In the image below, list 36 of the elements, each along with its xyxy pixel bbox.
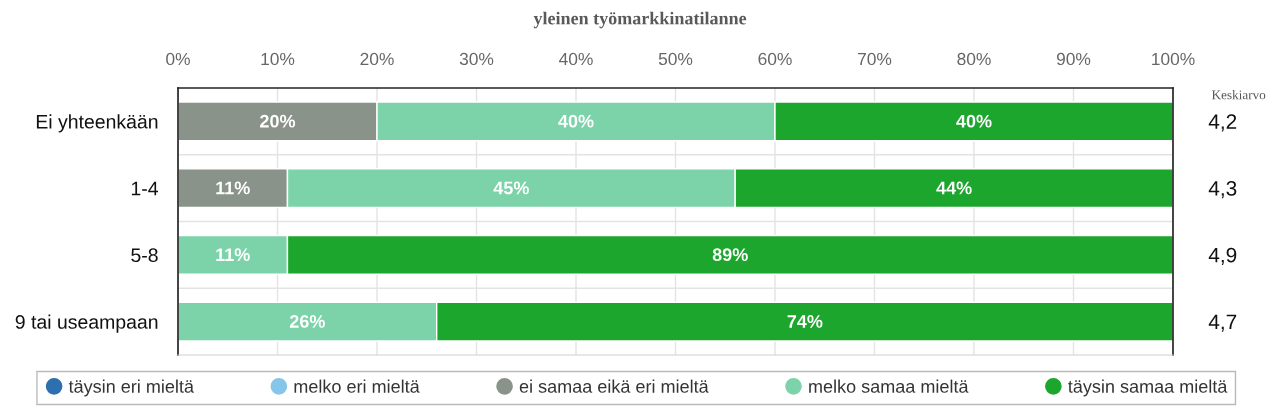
text: 4,3 [1208, 180, 1237, 199]
x-tick-label: 70% [858, 52, 892, 66]
x-tick-label: 50% [658, 52, 693, 66]
x-tick-label: 90% [1056, 52, 1091, 66]
chart-title: yleinen työmarkkinatilanne [533, 11, 747, 29]
y-tick-label: 5-8 [131, 248, 158, 263]
text: 4,9 [1208, 247, 1237, 265]
legend-label: ei samaa eikä eri mieltä [519, 379, 709, 393]
x-tick-label: 100% [1152, 52, 1195, 66]
data-label: 40% [956, 114, 992, 128]
legend-label: täysin samaa mieltä [1068, 379, 1228, 397]
data-label: 26% [289, 315, 325, 328]
text: Keskiarvo [1211, 90, 1266, 100]
text: 4,2 [1208, 114, 1237, 132]
data-label: 11% [216, 181, 250, 195]
x-tick-label: 20% [360, 52, 394, 66]
x-tick-label: 30% [459, 52, 494, 66]
data-label: 44% [936, 181, 972, 195]
x-tick-label: 40% [559, 52, 593, 66]
data-label: 40% [558, 114, 594, 128]
legend-label: melko samaa mieltä [809, 379, 969, 393]
data-label: 11% [216, 248, 250, 262]
y-tick-label: Ei yhteenkään [36, 114, 158, 133]
y-tick-label: 1-4 [131, 181, 158, 196]
x-tick-label: 10% [261, 52, 295, 66]
x-tick-label: 0% [166, 52, 190, 66]
x-tick-label: 60% [758, 52, 792, 66]
data-label: 20% [260, 114, 296, 128]
x-tick-label: 80% [957, 52, 991, 66]
legend-label: täysin eri mieltä [68, 379, 194, 397]
legend-label: melko eri mieltä [294, 379, 420, 393]
data-label: 89% [712, 248, 748, 262]
data-label: 74% [787, 315, 823, 328]
text: 4,7 [1208, 314, 1237, 332]
y-tick-label: 9 tai useampaan [15, 314, 158, 333]
data-label: 45% [493, 181, 529, 195]
